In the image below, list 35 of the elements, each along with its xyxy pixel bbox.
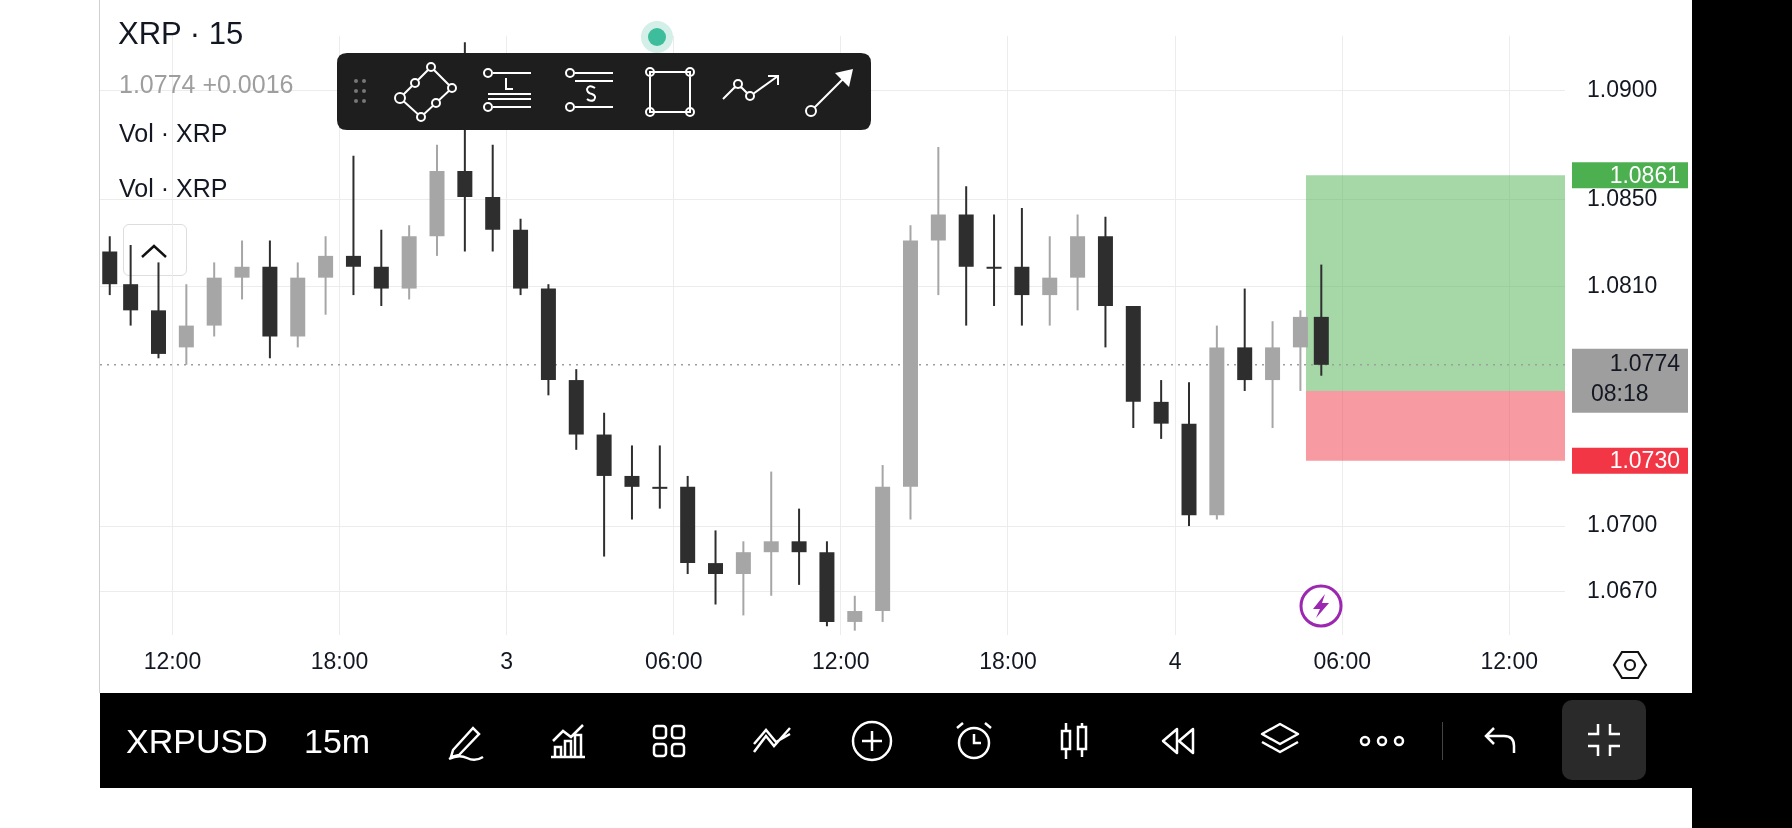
y-tick-label: 1.0670: [1587, 576, 1658, 603]
candlestick: [735, 540, 751, 617]
x-tick-label: 4: [1168, 648, 1182, 675]
candlestick: [708, 529, 724, 606]
x-tick-label: 3: [500, 648, 514, 675]
candlestick: [763, 470, 779, 597]
annotation: Vol · XRP: [119, 174, 228, 203]
x-tick-label: 18:00: [979, 648, 1037, 675]
x-tick-label: 12:00: [143, 648, 202, 675]
annotation: Vol · XRP: [119, 119, 228, 148]
candlestick: [624, 444, 640, 521]
candlestick: [1042, 235, 1058, 327]
candlestick: [373, 228, 389, 307]
chart-title: XRP · 15: [118, 16, 244, 52]
band-label: 1.0730: [1609, 447, 1680, 474]
x-tick-label: 06:00: [644, 648, 703, 675]
x-tick-label: 06:00: [1313, 648, 1371, 675]
text: 15m: [304, 722, 371, 761]
y-tick-label: 1.0700: [1587, 511, 1658, 538]
y-tick-label: 1.0810: [1587, 271, 1658, 298]
candlestick: [791, 507, 807, 586]
text: XRPUSD: [126, 722, 268, 761]
candlestick: [234, 239, 250, 301]
ref-line-label: 1.0774 08:18: [1591, 350, 1681, 407]
candlestick: [1153, 379, 1169, 440]
candlestick: [345, 154, 361, 297]
candlestick: [847, 594, 863, 632]
y-tick-label: 1.0900: [1587, 75, 1658, 102]
x-tick-label: 12:00: [812, 648, 870, 675]
text: 1.0774 +0.0016: [119, 70, 294, 99]
candlestick: [318, 235, 334, 316]
x-tick-label: 12:00: [1480, 648, 1539, 675]
candlestick: [652, 444, 668, 510]
x-tick-label: 18:00: [310, 648, 369, 675]
candlestick: [986, 213, 1002, 307]
